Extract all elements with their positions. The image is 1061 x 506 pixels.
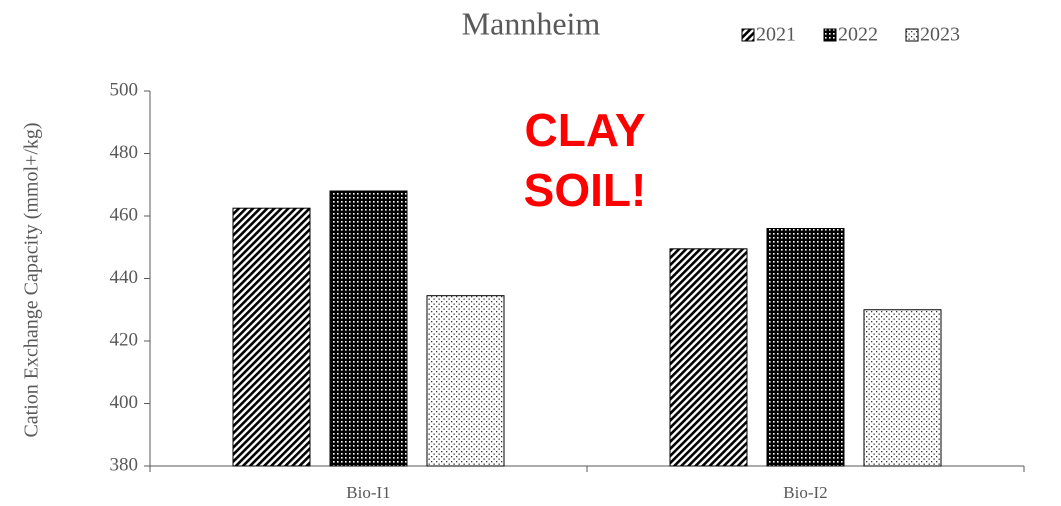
y-tick-label: 400 [110, 392, 139, 413]
legend-label: 2022 [838, 24, 878, 46]
bar [669, 248, 748, 467]
y-tick-label: 480 [110, 142, 139, 163]
y-tick-label: 460 [110, 204, 139, 225]
bar [766, 228, 845, 467]
annotation: CLAY [525, 104, 646, 156]
legend-swatch [741, 28, 755, 42]
legend-swatch [905, 28, 919, 42]
y-axis-label: Cation Exchange Capacity (mmol+/kg) [21, 122, 43, 437]
y-tick-label: 380 [110, 454, 139, 475]
y-tick-label: 440 [110, 267, 139, 288]
legend-swatch [823, 28, 837, 42]
x-tick-label: Bio-I2 [783, 483, 827, 502]
chart-title: Mannheim [462, 5, 601, 41]
legend-label: 2023 [920, 24, 960, 46]
bar [329, 190, 408, 467]
y-tick-label: 500 [110, 79, 139, 100]
x-tick-label: Bio-I1 [346, 483, 390, 502]
bar [863, 309, 942, 467]
annotation: SOIL! [524, 164, 647, 216]
y-tick-label: 420 [110, 329, 139, 350]
legend-label: 2021 [756, 24, 796, 46]
bar [232, 207, 311, 467]
bar [426, 295, 505, 467]
